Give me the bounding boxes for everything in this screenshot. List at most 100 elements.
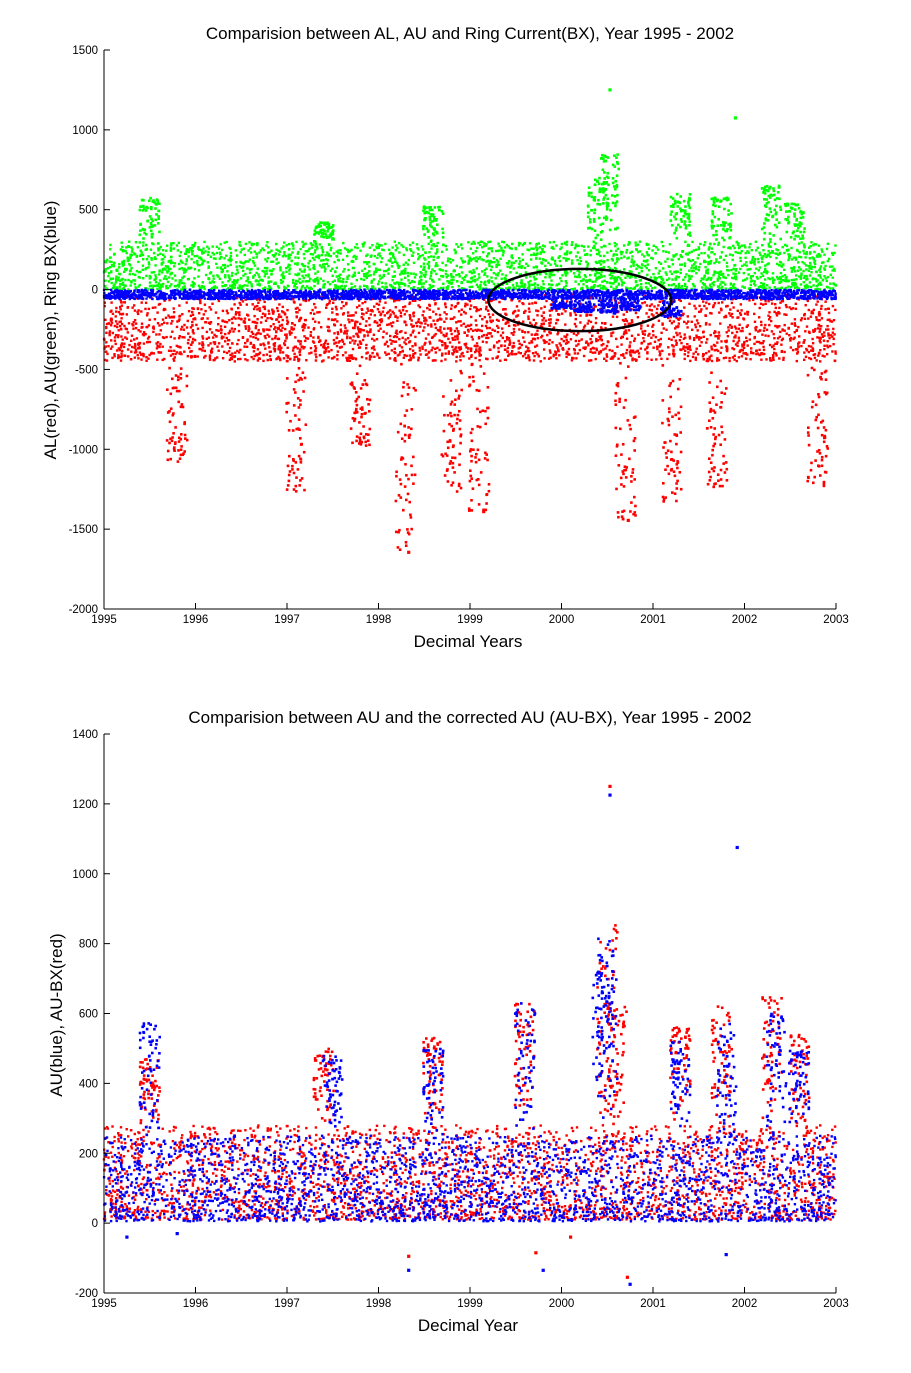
chart-1-point-al [292,298,295,301]
chart-1-point-au [498,249,501,252]
chart-1-point-au [485,260,488,263]
chart-1-point-au [532,288,535,291]
chart-1-point-al [527,307,531,310]
chart-1-point-au [173,265,176,268]
chart-1-point-au [760,272,763,275]
chart-1-point-au [532,247,535,250]
chart-1-point-au [168,276,171,279]
chart-1-point-al [683,349,687,352]
chart-1-point-al [236,342,239,346]
chart-1-point-au [231,271,234,275]
chart-1-point-al [173,356,176,359]
chart-1-point-al [392,321,395,324]
chart-1-point-au [475,283,479,286]
chart-1-point-au [615,285,618,288]
chart-1-point-au [116,268,119,271]
chart-1-point-au [142,258,145,261]
chart-1-point-au [346,275,349,278]
chart-1-point-al [178,335,181,338]
chart-1-point-al [499,359,502,362]
chart-1-point-au [812,284,815,287]
chart-1-point-al [358,304,361,307]
chart-1-point-au [460,281,463,285]
chart-1-point-au [282,245,285,248]
chart-1-burst-point-au [765,184,769,188]
chart-1-point-al [531,337,535,341]
chart-1-point-au [144,268,147,271]
chart-1-point-au [492,257,496,260]
chart-1-point-al [478,352,481,355]
chart-1-burst-point-au [427,229,430,232]
chart-1-point-al [130,334,134,337]
chart-1-point-au [674,254,677,257]
chart-1-point-al [331,307,334,310]
chart-1-burst-point-au [437,206,440,209]
chart-1-point-au [264,272,267,276]
chart-1-point-al [257,297,260,300]
chart-1-point-al [415,321,418,325]
chart-1-point-au [541,250,544,253]
chart-1-point-au [259,249,262,252]
chart-1-point-au [439,286,443,290]
chart-1-point-al [587,342,590,345]
chart-1-burst-point-au [424,217,427,220]
chart-1-point-al [616,345,619,348]
chart-1-point-au [287,253,290,256]
chart-1-point-au [810,271,813,274]
chart-1-point-al [257,357,261,360]
chart-1-point-au [420,272,423,275]
chart-1-point-al [373,348,376,351]
chart-1-point-au [754,284,757,287]
chart-1-burst-point-au [601,222,605,226]
chart-1-point-au [289,253,292,256]
chart-1-point-al [139,330,142,333]
chart-1-point-al [544,319,547,322]
chart-1-point-au [819,270,822,274]
chart-1-point-al [208,356,212,359]
chart-1-point-al [625,337,629,340]
chart-1-point-al [741,343,744,346]
chart-1-point-al [219,325,223,328]
chart-1-point-au [373,255,376,258]
chart-1-point-au [817,244,821,247]
chart-1-point-al [788,334,791,337]
chart-1-point-au [794,270,797,273]
chart-1-point-al [732,348,736,351]
chart-1-point-au [671,263,675,266]
chart-1-point-al [588,331,591,334]
chart-1-point-au [153,256,157,259]
chart-1-point-au [612,271,615,274]
chart-1-point-au [197,284,201,287]
chart-1-point-al [419,321,422,324]
chart-1-point-au [749,242,752,246]
chart-1-point-al [168,298,171,302]
chart-1-point-al [698,325,702,328]
chart-1-burst-point-au [779,205,782,209]
chart-1-point-au [226,270,229,273]
chart-1-point-al [587,319,590,322]
chart-1-point-al [262,330,265,333]
chart-1-point-al [559,344,563,347]
chart-1-point-al [351,319,354,322]
chart-1-point-au [820,283,823,286]
chart-1-point-al [356,320,359,324]
chart-1-burst-point-au [797,226,800,230]
chart-1-point-au [325,262,329,265]
chart-1-point-au [615,243,618,246]
chart-1-point-au [138,241,141,244]
chart-1-point-au [817,282,821,285]
chart-1-point-au [126,259,129,263]
chart-1-burst-point-au [710,219,714,222]
chart-1-point-au [223,263,226,267]
chart-1-point-al [286,321,290,324]
chart-1-point-au [757,261,760,264]
chart-1-point-au [736,243,740,246]
chart-1-burst-point-au [775,211,778,214]
chart-1-point-au [287,243,291,246]
chart-1-point-al [451,317,454,320]
chart-1-point-al [258,309,262,312]
chart-1-point-al [756,352,759,355]
chart-1-point-al [140,358,143,361]
chart-1-point-al [445,334,448,338]
chart-1-point-au [463,275,467,279]
